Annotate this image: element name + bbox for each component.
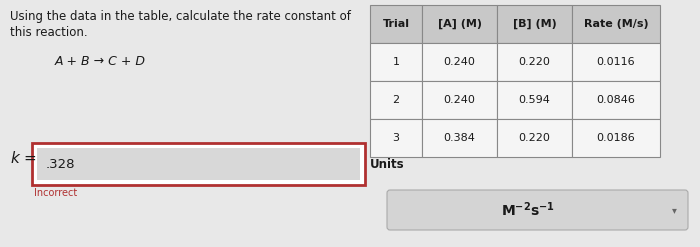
Bar — [572, 81, 660, 119]
Text: 0.384: 0.384 — [444, 133, 475, 143]
Text: 0.220: 0.220 — [519, 57, 550, 67]
Text: 0.220: 0.220 — [519, 133, 550, 143]
Text: ▾: ▾ — [672, 205, 677, 215]
Bar — [572, 119, 660, 157]
Text: [A] (M): [A] (M) — [438, 19, 482, 29]
Text: this reaction.: this reaction. — [10, 26, 88, 39]
Bar — [497, 119, 572, 157]
Text: 0.240: 0.240 — [444, 95, 475, 105]
Text: $\mathbf{M^{-2}s^{-1}}$: $\mathbf{M^{-2}s^{-1}}$ — [500, 201, 554, 219]
Text: 1: 1 — [393, 57, 400, 67]
Text: .328: .328 — [46, 158, 76, 170]
Bar — [422, 43, 497, 81]
Bar — [572, 5, 660, 43]
Bar — [422, 81, 497, 119]
Bar — [572, 43, 660, 81]
Text: 2: 2 — [393, 95, 400, 105]
Text: 0.0116: 0.0116 — [596, 57, 636, 67]
Bar — [370, 81, 422, 119]
Text: Units: Units — [370, 158, 405, 171]
Text: A + B → C + D: A + B → C + D — [55, 55, 146, 68]
Text: Incorrect: Incorrect — [34, 188, 77, 198]
Bar — [370, 119, 422, 157]
Bar — [370, 43, 422, 81]
Text: 0.240: 0.240 — [444, 57, 475, 67]
Text: $k$ =: $k$ = — [10, 150, 37, 166]
Bar — [370, 5, 422, 43]
FancyBboxPatch shape — [387, 190, 688, 230]
Text: 0.0846: 0.0846 — [596, 95, 636, 105]
Bar — [497, 81, 572, 119]
Bar — [37, 148, 360, 180]
Text: [B] (M): [B] (M) — [512, 19, 556, 29]
Text: Rate (M/s): Rate (M/s) — [584, 19, 648, 29]
Text: Using the data in the table, calculate the rate constant of: Using the data in the table, calculate t… — [10, 10, 351, 23]
Bar — [422, 5, 497, 43]
Text: 0.594: 0.594 — [519, 95, 550, 105]
Bar — [497, 5, 572, 43]
Text: Trial: Trial — [382, 19, 410, 29]
Text: 0.0186: 0.0186 — [596, 133, 636, 143]
Bar — [497, 43, 572, 81]
Text: 3: 3 — [393, 133, 400, 143]
Bar — [32, 143, 365, 185]
Bar — [422, 119, 497, 157]
